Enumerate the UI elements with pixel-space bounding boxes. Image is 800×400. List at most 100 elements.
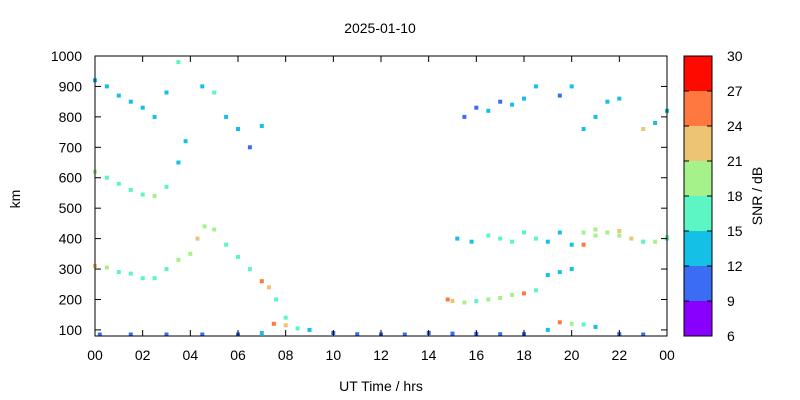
data-point xyxy=(557,93,562,98)
data-point xyxy=(522,230,526,235)
data-point xyxy=(283,315,288,320)
data-point xyxy=(402,332,407,337)
data-point xyxy=(188,251,193,256)
colorbar-label: SNR / dB xyxy=(749,167,765,225)
x-axis-ticks: 00 02 04 06 08 10 12 14 16 18 20 22 00 xyxy=(87,56,675,363)
x-tick-label: 20 xyxy=(564,347,580,363)
y-tick-label: 900 xyxy=(59,78,83,94)
data-point xyxy=(195,236,200,241)
data-point xyxy=(283,323,288,328)
y-tick-label: 500 xyxy=(59,200,83,216)
data-point xyxy=(104,84,109,89)
x-tick-label: 10 xyxy=(326,347,342,363)
data-point xyxy=(545,273,550,278)
data-point xyxy=(224,242,229,247)
data-point xyxy=(128,99,133,104)
data-point xyxy=(498,236,503,241)
x-tick-label: 18 xyxy=(516,347,532,363)
data-point xyxy=(295,326,300,331)
data-point xyxy=(641,127,646,131)
data-point xyxy=(581,230,586,235)
colorbar-tick-label: 15 xyxy=(727,223,743,239)
x-axis-label: UT Time / hrs xyxy=(339,378,423,394)
data-point xyxy=(267,285,271,290)
y-axis-ticks: 100 200 300 400 500 600 700 800 900 1000 xyxy=(51,48,667,338)
colorbar-tick-label: 24 xyxy=(727,118,743,134)
data-point xyxy=(653,239,658,244)
data-point xyxy=(617,96,622,101)
data-point xyxy=(259,331,264,335)
y-tick-label: 300 xyxy=(59,261,83,277)
data-point xyxy=(545,327,550,332)
data-point xyxy=(271,321,276,326)
y-tick-label: 100 xyxy=(59,322,83,338)
data-point xyxy=(164,332,169,337)
data-point xyxy=(176,160,181,165)
y-tick-label: 200 xyxy=(59,291,83,307)
data-point xyxy=(522,96,526,101)
data-point xyxy=(569,84,574,89)
data-point xyxy=(617,229,622,233)
colorbar-band xyxy=(684,231,712,266)
data-point xyxy=(355,332,360,337)
data-point xyxy=(224,114,229,119)
data-point xyxy=(140,276,145,281)
x-tick-label: 14 xyxy=(421,347,437,363)
plot-frame xyxy=(94,55,668,337)
colorbar-tick-label: 12 xyxy=(727,258,743,274)
data-point xyxy=(569,242,574,247)
data-point xyxy=(259,124,264,128)
colorbar-tick-label: 30 xyxy=(727,48,743,64)
colorbar-band xyxy=(684,161,712,196)
data-point xyxy=(593,227,598,232)
y-tick-label: 800 xyxy=(59,109,83,125)
data-point xyxy=(557,230,562,235)
data-point xyxy=(605,230,610,235)
data-point xyxy=(152,194,157,198)
x-tick-label: 12 xyxy=(373,347,389,363)
data-point xyxy=(653,121,658,125)
data-point xyxy=(183,139,188,144)
data-point xyxy=(498,332,503,337)
data-point xyxy=(176,60,181,65)
data-point xyxy=(469,239,474,244)
data-point xyxy=(274,297,279,302)
data-point xyxy=(545,239,550,244)
colorbar-band xyxy=(684,56,712,91)
chart-title: 2025-01-10 xyxy=(344,20,416,36)
data-point xyxy=(450,331,455,336)
colorbar-tick-label: 6 xyxy=(727,328,735,344)
data-point xyxy=(474,299,479,303)
colorbar-tick-label: 18 xyxy=(727,188,743,204)
x-tick-label: 06 xyxy=(230,347,246,363)
data-point xyxy=(164,184,169,189)
data-point xyxy=(593,114,598,119)
data-point xyxy=(200,84,205,89)
data-point xyxy=(533,236,538,241)
data-point xyxy=(307,327,312,332)
data-point xyxy=(641,239,646,244)
data-point xyxy=(581,322,586,327)
colorbar-band xyxy=(684,196,712,231)
data-point xyxy=(510,292,515,297)
data-point xyxy=(593,233,598,238)
data-point xyxy=(593,324,598,329)
scatter-points xyxy=(93,60,669,337)
data-point xyxy=(212,227,217,232)
data-point xyxy=(462,114,467,119)
data-point xyxy=(533,288,538,293)
y-axis-label: km xyxy=(7,190,23,209)
data-point xyxy=(128,271,133,276)
data-point xyxy=(569,321,574,326)
colorbar-band xyxy=(684,301,712,336)
data-point xyxy=(581,127,586,131)
x-tick-label: 16 xyxy=(469,347,485,363)
data-point xyxy=(617,233,622,238)
data-point xyxy=(212,90,217,95)
data-point xyxy=(474,105,479,110)
data-point xyxy=(486,108,491,113)
data-point xyxy=(486,233,491,238)
data-point xyxy=(462,300,467,305)
data-point xyxy=(522,291,526,296)
data-point xyxy=(128,332,133,337)
